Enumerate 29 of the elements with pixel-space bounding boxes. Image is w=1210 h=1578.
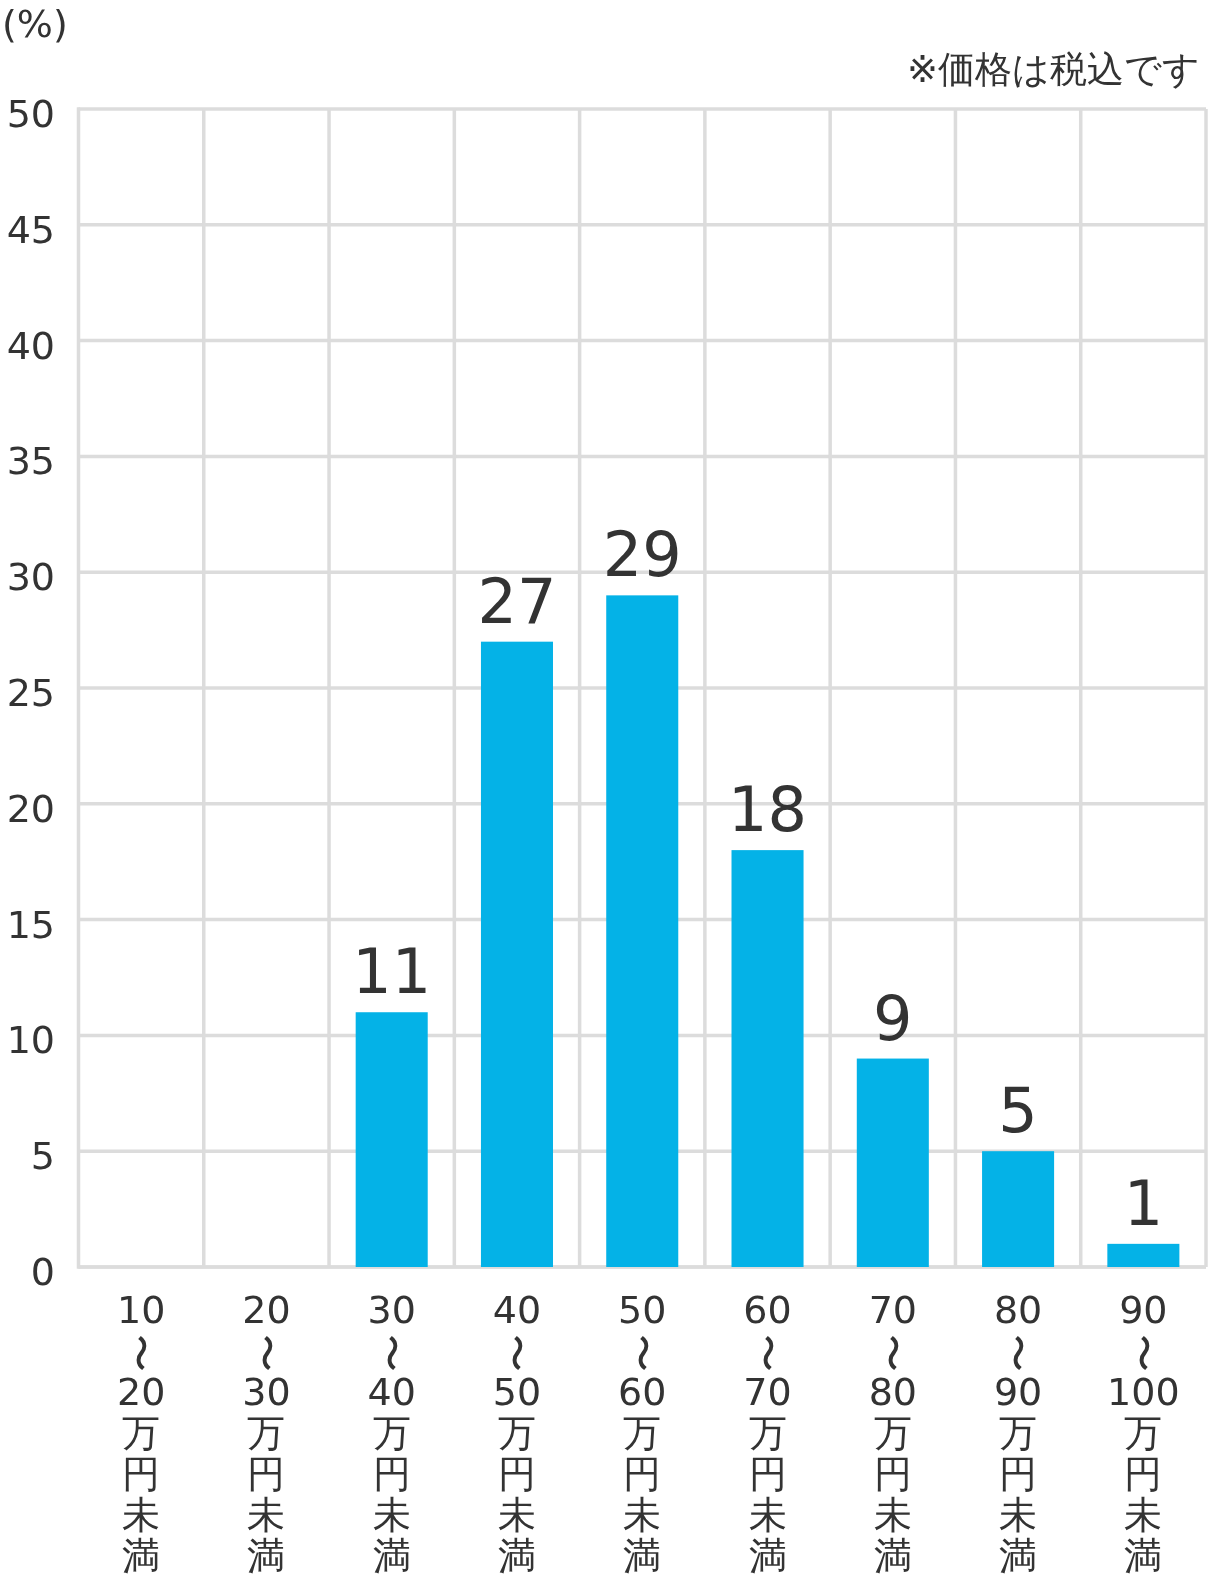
data-label: 29 — [602, 518, 682, 592]
x-tick-label: 50〜60万円未満 — [618, 1288, 667, 1578]
y-tick-label: 35 — [6, 439, 55, 484]
x-tick-label: 80〜90万円未満 — [993, 1288, 1043, 1578]
x-tick-label: 90〜100万円未満 — [1107, 1288, 1180, 1578]
data-label: 5 — [998, 1074, 1038, 1148]
y-axis-title: (%) — [2, 2, 68, 46]
data-label: 9 — [873, 981, 913, 1055]
data-label: 1 — [1123, 1166, 1164, 1240]
data-label: 18 — [728, 773, 807, 847]
x-tick-label: 30〜40万円未満 — [367, 1288, 416, 1578]
x-tick-label: 10〜20万円未満 — [116, 1288, 166, 1578]
y-tick-label: 25 — [6, 671, 55, 715]
y-tick-label: 10 — [6, 1018, 55, 1063]
x-tick-label: 60〜70万円未満 — [743, 1288, 792, 1578]
text: ※価格は税込です — [906, 48, 1200, 91]
y-tick-label: 45 — [6, 207, 55, 252]
x-tick-label: 40〜50万円未満 — [492, 1288, 542, 1578]
y-tick-label: 30 — [6, 555, 55, 600]
data-label: 11 — [352, 935, 432, 1009]
y-tick-label: 5 — [30, 1134, 55, 1179]
y-tick-label: 20 — [6, 786, 55, 831]
y-tick-label: 0 — [30, 1250, 55, 1294]
y-tick-label: 15 — [6, 902, 55, 947]
data-label: 27 — [477, 564, 557, 638]
y-tick-label: 40 — [6, 323, 55, 368]
x-tick-label: 20〜30万円未満 — [242, 1288, 291, 1578]
x-tick-label: 70〜80万円未満 — [868, 1288, 917, 1578]
y-tick-label: 50 — [6, 92, 55, 136]
